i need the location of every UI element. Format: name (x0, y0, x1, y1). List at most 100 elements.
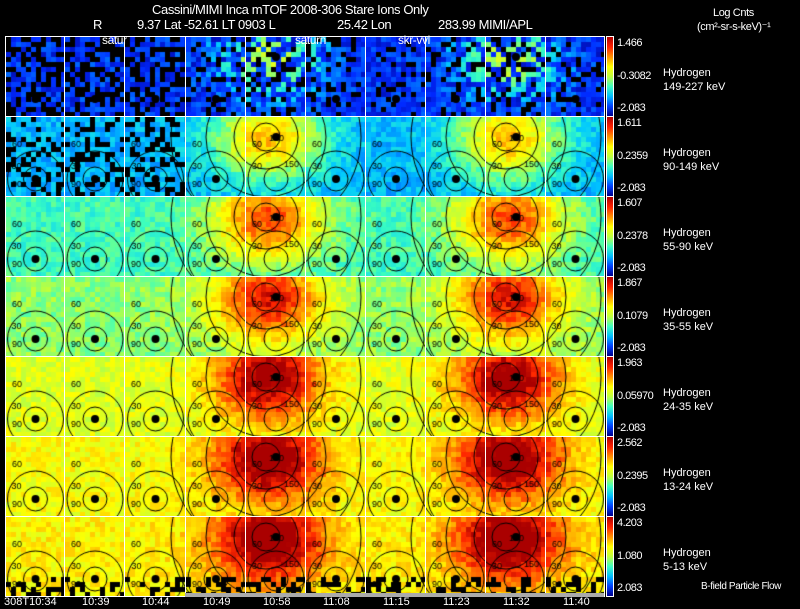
heatmap-cells (546, 197, 604, 276)
heatmap-panel (545, 276, 605, 357)
time-tick: 10:49 (203, 596, 231, 608)
heatmap-cells (186, 437, 245, 516)
heatmap-panel (305, 116, 366, 197)
heatmap-cells (6, 197, 64, 276)
heatmap-panel (365, 36, 426, 117)
heatmap-panel (425, 196, 486, 277)
overlay-label: satur (102, 33, 127, 47)
heatmap-cells (186, 117, 245, 196)
overlay-label: skr-vvl (398, 33, 430, 47)
heatmap-cells (486, 117, 545, 196)
heatmap-panel (365, 116, 426, 197)
heatmap-panel (64, 436, 125, 517)
units-label: Log Cnts (713, 7, 754, 19)
colorbar (606, 116, 614, 197)
heatmap-cells (246, 517, 305, 596)
heatmap-cells (6, 117, 64, 196)
heatmap-panel (425, 356, 486, 437)
energy-label: 35-55 keV (663, 321, 714, 333)
heatmap-panel (485, 276, 546, 357)
overlay-label: saturn (295, 33, 326, 47)
heatmap-cells (125, 37, 185, 116)
heatmap-panel (365, 436, 426, 517)
heatmap-panel (5, 276, 65, 357)
heatmap-cells (125, 117, 185, 196)
time-tick: 10:44 (142, 596, 170, 608)
colorbar (606, 196, 614, 277)
units-formula: (cm²-sr-s-keV)⁻¹ (697, 21, 771, 33)
species-label: Hydrogen (663, 67, 711, 79)
colorbar-min: -2.083 (617, 262, 646, 274)
heatmap-cells (486, 517, 545, 596)
heatmap-panel (5, 36, 65, 117)
heatmap-panel (545, 356, 605, 437)
heatmap-panel (485, 196, 546, 277)
heatmap-cells (366, 197, 425, 276)
heatmap-cells (366, 37, 425, 116)
heatmap-panel (5, 116, 65, 197)
heatmap-cells (546, 517, 604, 596)
heatmap-panel (485, 436, 546, 517)
heatmap-cells (546, 37, 604, 116)
heatmap-panel (545, 196, 605, 277)
heatmap-cells (65, 37, 124, 116)
heatmap-panel (425, 36, 486, 117)
heatmap-panel (245, 196, 306, 277)
energy-label: 24-35 keV (663, 401, 714, 413)
heatmap-cells (125, 357, 185, 436)
heatmap-panel (305, 36, 366, 117)
heatmap-cells (125, 437, 185, 516)
heatmap-panel (185, 516, 246, 597)
colorbar-mid: 0.2359 (617, 150, 648, 162)
heatmap-cells (366, 357, 425, 436)
heatmap-cells (486, 277, 545, 356)
heatmap-panel (365, 356, 426, 437)
heatmap-cells (366, 517, 425, 596)
heatmap-panel (5, 436, 65, 517)
heatmap-panel (245, 276, 306, 357)
colorbar (606, 356, 614, 437)
species-label: Hydrogen (663, 307, 711, 319)
heatmap-cells (366, 277, 425, 356)
heatmap-cells (125, 517, 185, 596)
heatmap-panel (425, 116, 486, 197)
heatmap-panel (245, 436, 306, 517)
colorbar (606, 36, 614, 117)
heatmap-cells (366, 437, 425, 516)
heatmap-cells (6, 437, 64, 516)
heatmap-cells (246, 437, 305, 516)
heatmap-panel (5, 356, 65, 437)
time-tick: 308T10:34 (4, 596, 57, 608)
heatmap-panel (124, 116, 186, 197)
heatmap-cells (426, 437, 485, 516)
species-label: Hydrogen (663, 147, 711, 159)
energy-label: 13-24 keV (663, 481, 714, 493)
heatmap-cells (546, 357, 604, 436)
heatmap-panel (64, 356, 125, 437)
heatmap-cells (65, 197, 124, 276)
heatmap-panel (485, 516, 546, 597)
heatmap-cells (546, 277, 604, 356)
r-label: R (93, 17, 102, 32)
heatmap-cells (246, 357, 305, 436)
colorbar-min: -2.083 (617, 102, 646, 114)
time-tick: 10:39 (82, 596, 110, 608)
flow-legend: B-field Particle Flow (701, 581, 781, 592)
colorbar-max: 1.466 (617, 37, 643, 49)
lon-value: 283.99 MIMI/APL (438, 17, 533, 32)
colorbar (606, 516, 614, 597)
time-tick: 11:15 (383, 596, 410, 608)
colorbar-max: 4.203 (617, 517, 643, 529)
colorbar-min: -2.083 (617, 422, 646, 434)
heatmap-cells (426, 517, 485, 596)
colorbar-max: 1.963 (617, 357, 643, 369)
heatmap-panel (124, 36, 186, 117)
channel-label: Hydrogen 149-227 keV (663, 66, 725, 94)
colorbar-mid: 0.2395 (617, 470, 648, 482)
heatmap-cells (125, 197, 185, 276)
energy-label: 55-90 keV (663, 241, 714, 253)
heatmap-panel (365, 516, 426, 597)
heatmap-cells (366, 117, 425, 196)
colorbar-mid: 0.1079 (617, 310, 648, 322)
heatmap-cells (426, 117, 485, 196)
